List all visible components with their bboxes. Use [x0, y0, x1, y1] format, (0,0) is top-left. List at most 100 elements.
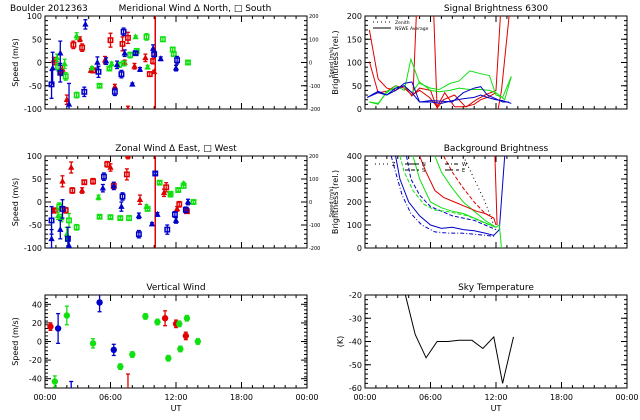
data-point-circle — [110, 346, 117, 354]
data-point-square — [101, 173, 107, 180]
y-tick-label: 0 — [37, 198, 42, 207]
data-point-circle — [176, 320, 183, 328]
data-point-circle — [165, 355, 172, 362]
data-point-triangle — [94, 58, 101, 65]
data-point-circle — [117, 363, 124, 370]
data-point-square — [111, 88, 118, 95]
panel-meridional: Meridional Wind Δ North, □ South -100 -50 0… — [11, 4, 335, 114]
data-point-triangle — [61, 60, 68, 67]
data-point-circle — [142, 313, 149, 320]
y-tick-label: 20 — [32, 319, 42, 328]
plot-area — [366, 16, 512, 109]
series-line-red-spike-2 — [433, 16, 438, 109]
y-right-tick-label: -100 — [309, 223, 320, 229]
legend-label: E — [462, 168, 465, 174]
data-point-triangle — [136, 65, 144, 72]
legend-label: N — [422, 162, 426, 168]
plot-area — [404, 295, 514, 384]
data-point-triangle — [65, 100, 73, 107]
data-point-square — [62, 73, 69, 80]
data-point-circle — [194, 338, 202, 345]
series-line-green-2 — [369, 76, 512, 105]
data-point-triangle — [57, 49, 64, 56]
chart-title: Zonal Wind Δ East, □ West — [115, 144, 237, 154]
data-point-circle — [47, 323, 54, 330]
y-axis-label: (K) — [336, 336, 345, 348]
data-point-square — [59, 205, 66, 212]
data-point-square — [51, 207, 58, 214]
data-point-square — [57, 69, 64, 76]
data-point-circle — [129, 351, 136, 358]
data-point-square — [73, 92, 80, 98]
data-point-triangle — [121, 49, 128, 56]
data-point-square — [190, 199, 197, 205]
data-point-square — [174, 57, 181, 64]
data-point-square — [171, 211, 178, 218]
data-point-square — [69, 187, 76, 194]
series-line-green-solid-2 — [434, 156, 497, 228]
x-tick-label: 06:00 — [99, 393, 122, 402]
y-tick-label: 200 — [347, 12, 362, 21]
data-point-square — [81, 179, 88, 186]
plot-area — [48, 16, 191, 109]
plot-frame — [44, 155, 308, 249]
y-right-tick-label: 0 — [309, 200, 312, 206]
data-point-triangle — [131, 62, 138, 69]
data-point-square — [79, 44, 86, 51]
data-point-square — [120, 28, 127, 35]
data-point-square — [118, 71, 125, 78]
data-point-triangle — [57, 226, 64, 232]
data-point-square — [183, 208, 190, 215]
y-tick-label: 100 — [347, 59, 362, 68]
y-tick-label: 200 — [347, 198, 362, 207]
y-axis-label: Brightness (rel.) — [331, 170, 340, 234]
series-line-red-vertical — [494, 156, 498, 226]
data-point-square — [73, 224, 80, 231]
panel-vertical: Vertical Wind -40 -20 0 20 40 00:00 06:00 12:00 1… — [11, 283, 319, 413]
data-point-triangle — [135, 212, 143, 219]
data-point-triangle — [148, 220, 156, 227]
data-point-circle — [182, 332, 190, 340]
data-point-circle — [177, 345, 184, 353]
data-point-triangle — [113, 61, 121, 68]
data-point-triangle — [49, 64, 56, 71]
x-tick-label: 18:00 — [230, 393, 253, 402]
chart-title: Meridional Wind Δ North, □ South — [119, 4, 272, 14]
data-point-triangle — [63, 96, 70, 102]
y-tick-label: -30 — [349, 314, 362, 323]
data-point-square — [176, 201, 183, 208]
data-point-triangle — [95, 193, 102, 200]
series-line-red-solid — [419, 156, 497, 226]
plot-frame — [44, 294, 308, 389]
legend-label: NSWE Average — [395, 26, 429, 32]
y-tick-label: -60 — [349, 384, 362, 393]
series-line-blue-dashed — [406, 156, 497, 231]
data-point-circle — [68, 389, 74, 395]
data-point-triangle — [124, 156, 132, 159]
panel-background: Background Brightness 0 100 200 300 400 Bright… — [331, 144, 628, 253]
data-point-square — [119, 193, 126, 200]
data-point-square — [135, 231, 142, 238]
data-point-circle — [96, 299, 103, 306]
data-point-triangle — [54, 212, 62, 219]
series-line-blue-solid — [395, 156, 506, 236]
data-point-square — [152, 170, 159, 177]
series-line-black-dotted — [462, 156, 495, 226]
y-right-tick-label: 200 — [309, 14, 319, 20]
data-point-square — [96, 213, 103, 220]
y-tick-label: 100 — [27, 152, 42, 161]
legend-label: S — [422, 168, 425, 174]
data-point-square — [58, 68, 65, 75]
data-point-triangle — [59, 177, 66, 184]
y-right-tick-label: 100 — [309, 37, 319, 43]
series-line-red-spike-3 — [497, 16, 510, 109]
data-point-triangle — [129, 80, 136, 87]
y-tick-label: 400 — [347, 152, 362, 161]
x-tick-label: 06:00 — [419, 393, 442, 402]
y-tick-label: 40 — [32, 300, 42, 309]
data-point-triangle — [151, 68, 158, 75]
data-point-triangle — [157, 55, 164, 62]
data-point-triangle — [184, 198, 192, 205]
data-point-square — [156, 179, 163, 186]
